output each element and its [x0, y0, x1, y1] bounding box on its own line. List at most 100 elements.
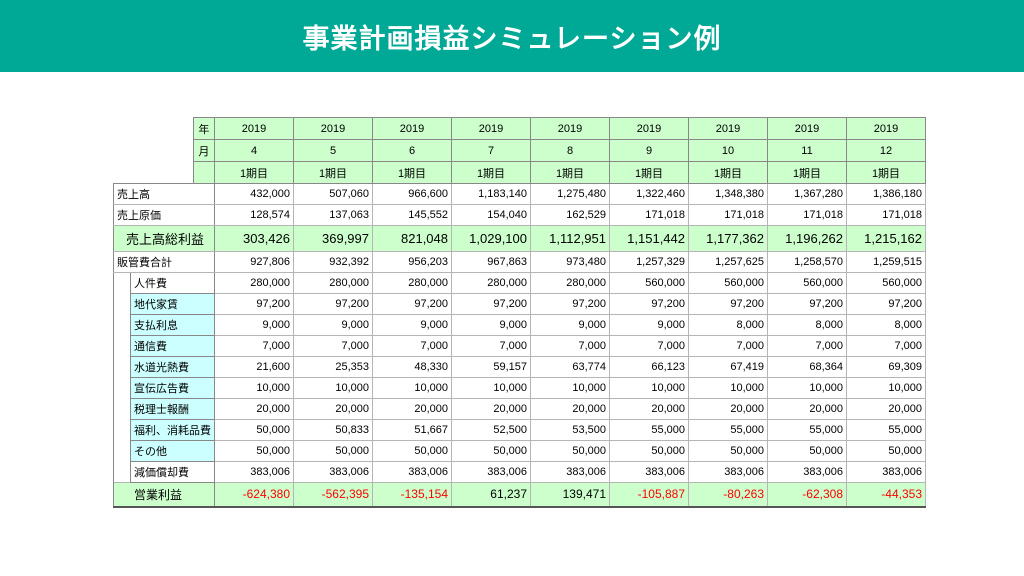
value-cell[interactable]: 9,000	[293, 314, 373, 336]
row-label-cell[interactable]: 売上高総利益	[113, 225, 215, 252]
value-cell[interactable]: 1,151,442	[609, 225, 689, 252]
value-cell[interactable]: 50,000	[530, 440, 610, 462]
value-cell[interactable]: 50,000	[451, 440, 531, 462]
value-cell[interactable]: 560,000	[767, 272, 847, 294]
period-row-label[interactable]	[192, 161, 216, 184]
year-cell[interactable]: 2019	[767, 117, 847, 140]
value-cell[interactable]: 55,000	[688, 419, 768, 441]
row-label-cell[interactable]: 売上高	[113, 183, 215, 205]
value-cell[interactable]: 97,200	[214, 293, 294, 315]
expense-label-cell[interactable]: 支払利息	[130, 314, 215, 336]
expense-label-cell[interactable]: 税理士報酬	[130, 398, 215, 420]
expense-label-cell[interactable]: 宣伝広告費	[130, 377, 215, 399]
expense-label-cell[interactable]: 水道光熱費	[130, 356, 215, 378]
value-cell[interactable]: -135,154	[372, 482, 452, 508]
value-cell[interactable]: 171,018	[767, 204, 847, 226]
value-cell[interactable]: 97,200	[767, 293, 847, 315]
value-cell[interactable]: 10,000	[609, 377, 689, 399]
value-cell[interactable]: 1,367,280	[767, 183, 847, 205]
value-cell[interactable]: 10,000	[530, 377, 610, 399]
value-cell[interactable]: 280,000	[530, 272, 610, 294]
value-cell[interactable]: 97,200	[846, 293, 926, 315]
row-label-cell[interactable]: 営業利益	[113, 482, 215, 508]
month-cell[interactable]: 8	[530, 139, 610, 162]
value-cell[interactable]: 369,997	[293, 225, 373, 252]
value-cell[interactable]: 821,048	[372, 225, 452, 252]
value-cell[interactable]: 97,200	[530, 293, 610, 315]
value-cell[interactable]: -562,395	[293, 482, 373, 508]
value-cell[interactable]: 927,806	[214, 251, 294, 273]
value-cell[interactable]: 97,200	[609, 293, 689, 315]
value-cell[interactable]: 1,322,460	[609, 183, 689, 205]
value-cell[interactable]: 55,000	[846, 419, 926, 441]
value-cell[interactable]: 9,000	[609, 314, 689, 336]
row-label-cell[interactable]: 販管費合計	[113, 251, 215, 273]
expense-label-cell[interactable]: 減価償却費	[130, 461, 215, 483]
value-cell[interactable]: 51,667	[372, 419, 452, 441]
value-cell[interactable]: 967,863	[451, 251, 531, 273]
value-cell[interactable]: 9,000	[214, 314, 294, 336]
row-label-cell[interactable]: 売上原価	[113, 204, 215, 226]
value-cell[interactable]: 69,309	[846, 356, 926, 378]
period-cell[interactable]: 1期目	[688, 161, 768, 184]
value-cell[interactable]: 20,000	[767, 398, 847, 420]
value-cell[interactable]: 53,500	[530, 419, 610, 441]
value-cell[interactable]: 8,000	[846, 314, 926, 336]
value-cell[interactable]: 8,000	[688, 314, 768, 336]
value-cell[interactable]: 50,000	[688, 440, 768, 462]
value-cell[interactable]: 7,000	[530, 335, 610, 357]
value-cell[interactable]: 68,364	[767, 356, 847, 378]
period-cell[interactable]: 1期目	[767, 161, 847, 184]
value-cell[interactable]: 7,000	[609, 335, 689, 357]
period-cell[interactable]: 1期目	[451, 161, 531, 184]
value-cell[interactable]: 50,000	[767, 440, 847, 462]
value-cell[interactable]: 171,018	[846, 204, 926, 226]
value-cell[interactable]: 48,330	[372, 356, 452, 378]
value-cell[interactable]: 383,006	[846, 461, 926, 483]
value-cell[interactable]: 20,000	[214, 398, 294, 420]
value-cell[interactable]: 1,196,262	[767, 225, 847, 252]
expense-label-cell[interactable]: 通信費	[130, 335, 215, 357]
value-cell[interactable]: 162,529	[530, 204, 610, 226]
year-cell[interactable]: 2019	[372, 117, 452, 140]
value-cell[interactable]: 1,259,515	[846, 251, 926, 273]
month-cell[interactable]: 9	[609, 139, 689, 162]
value-cell[interactable]: 383,006	[609, 461, 689, 483]
value-cell[interactable]: 7,000	[767, 335, 847, 357]
value-cell[interactable]: 7,000	[372, 335, 452, 357]
value-cell[interactable]: 966,600	[372, 183, 452, 205]
value-cell[interactable]: 10,000	[846, 377, 926, 399]
year-cell[interactable]: 2019	[293, 117, 373, 140]
value-cell[interactable]: 139,471	[530, 482, 610, 508]
value-cell[interactable]: 932,392	[293, 251, 373, 273]
value-cell[interactable]: -44,353	[846, 482, 926, 508]
value-cell[interactable]: 97,200	[372, 293, 452, 315]
value-cell[interactable]: 10,000	[293, 377, 373, 399]
period-cell[interactable]: 1期目	[372, 161, 452, 184]
value-cell[interactable]: 280,000	[214, 272, 294, 294]
value-cell[interactable]: 280,000	[293, 272, 373, 294]
value-cell[interactable]: 10,000	[688, 377, 768, 399]
expense-label-cell[interactable]: 地代家賃	[130, 293, 215, 315]
value-cell[interactable]: 383,006	[293, 461, 373, 483]
value-cell[interactable]: 7,000	[293, 335, 373, 357]
month-cell[interactable]: 6	[372, 139, 452, 162]
value-cell[interactable]: 7,000	[688, 335, 768, 357]
value-cell[interactable]: 7,000	[846, 335, 926, 357]
value-cell[interactable]: 50,000	[214, 440, 294, 462]
value-cell[interactable]: 128,574	[214, 204, 294, 226]
value-cell[interactable]: 383,006	[451, 461, 531, 483]
value-cell[interactable]: 59,157	[451, 356, 531, 378]
value-cell[interactable]: 20,000	[451, 398, 531, 420]
value-cell[interactable]: 20,000	[846, 398, 926, 420]
value-cell[interactable]: 1,348,380	[688, 183, 768, 205]
value-cell[interactable]: 66,123	[609, 356, 689, 378]
value-cell[interactable]: 383,006	[530, 461, 610, 483]
value-cell[interactable]: 20,000	[688, 398, 768, 420]
value-cell[interactable]: 50,000	[293, 440, 373, 462]
period-cell[interactable]: 1期目	[846, 161, 926, 184]
year-cell[interactable]: 2019	[451, 117, 531, 140]
value-cell[interactable]: 171,018	[688, 204, 768, 226]
value-cell[interactable]: 20,000	[530, 398, 610, 420]
value-cell[interactable]: 55,000	[609, 419, 689, 441]
